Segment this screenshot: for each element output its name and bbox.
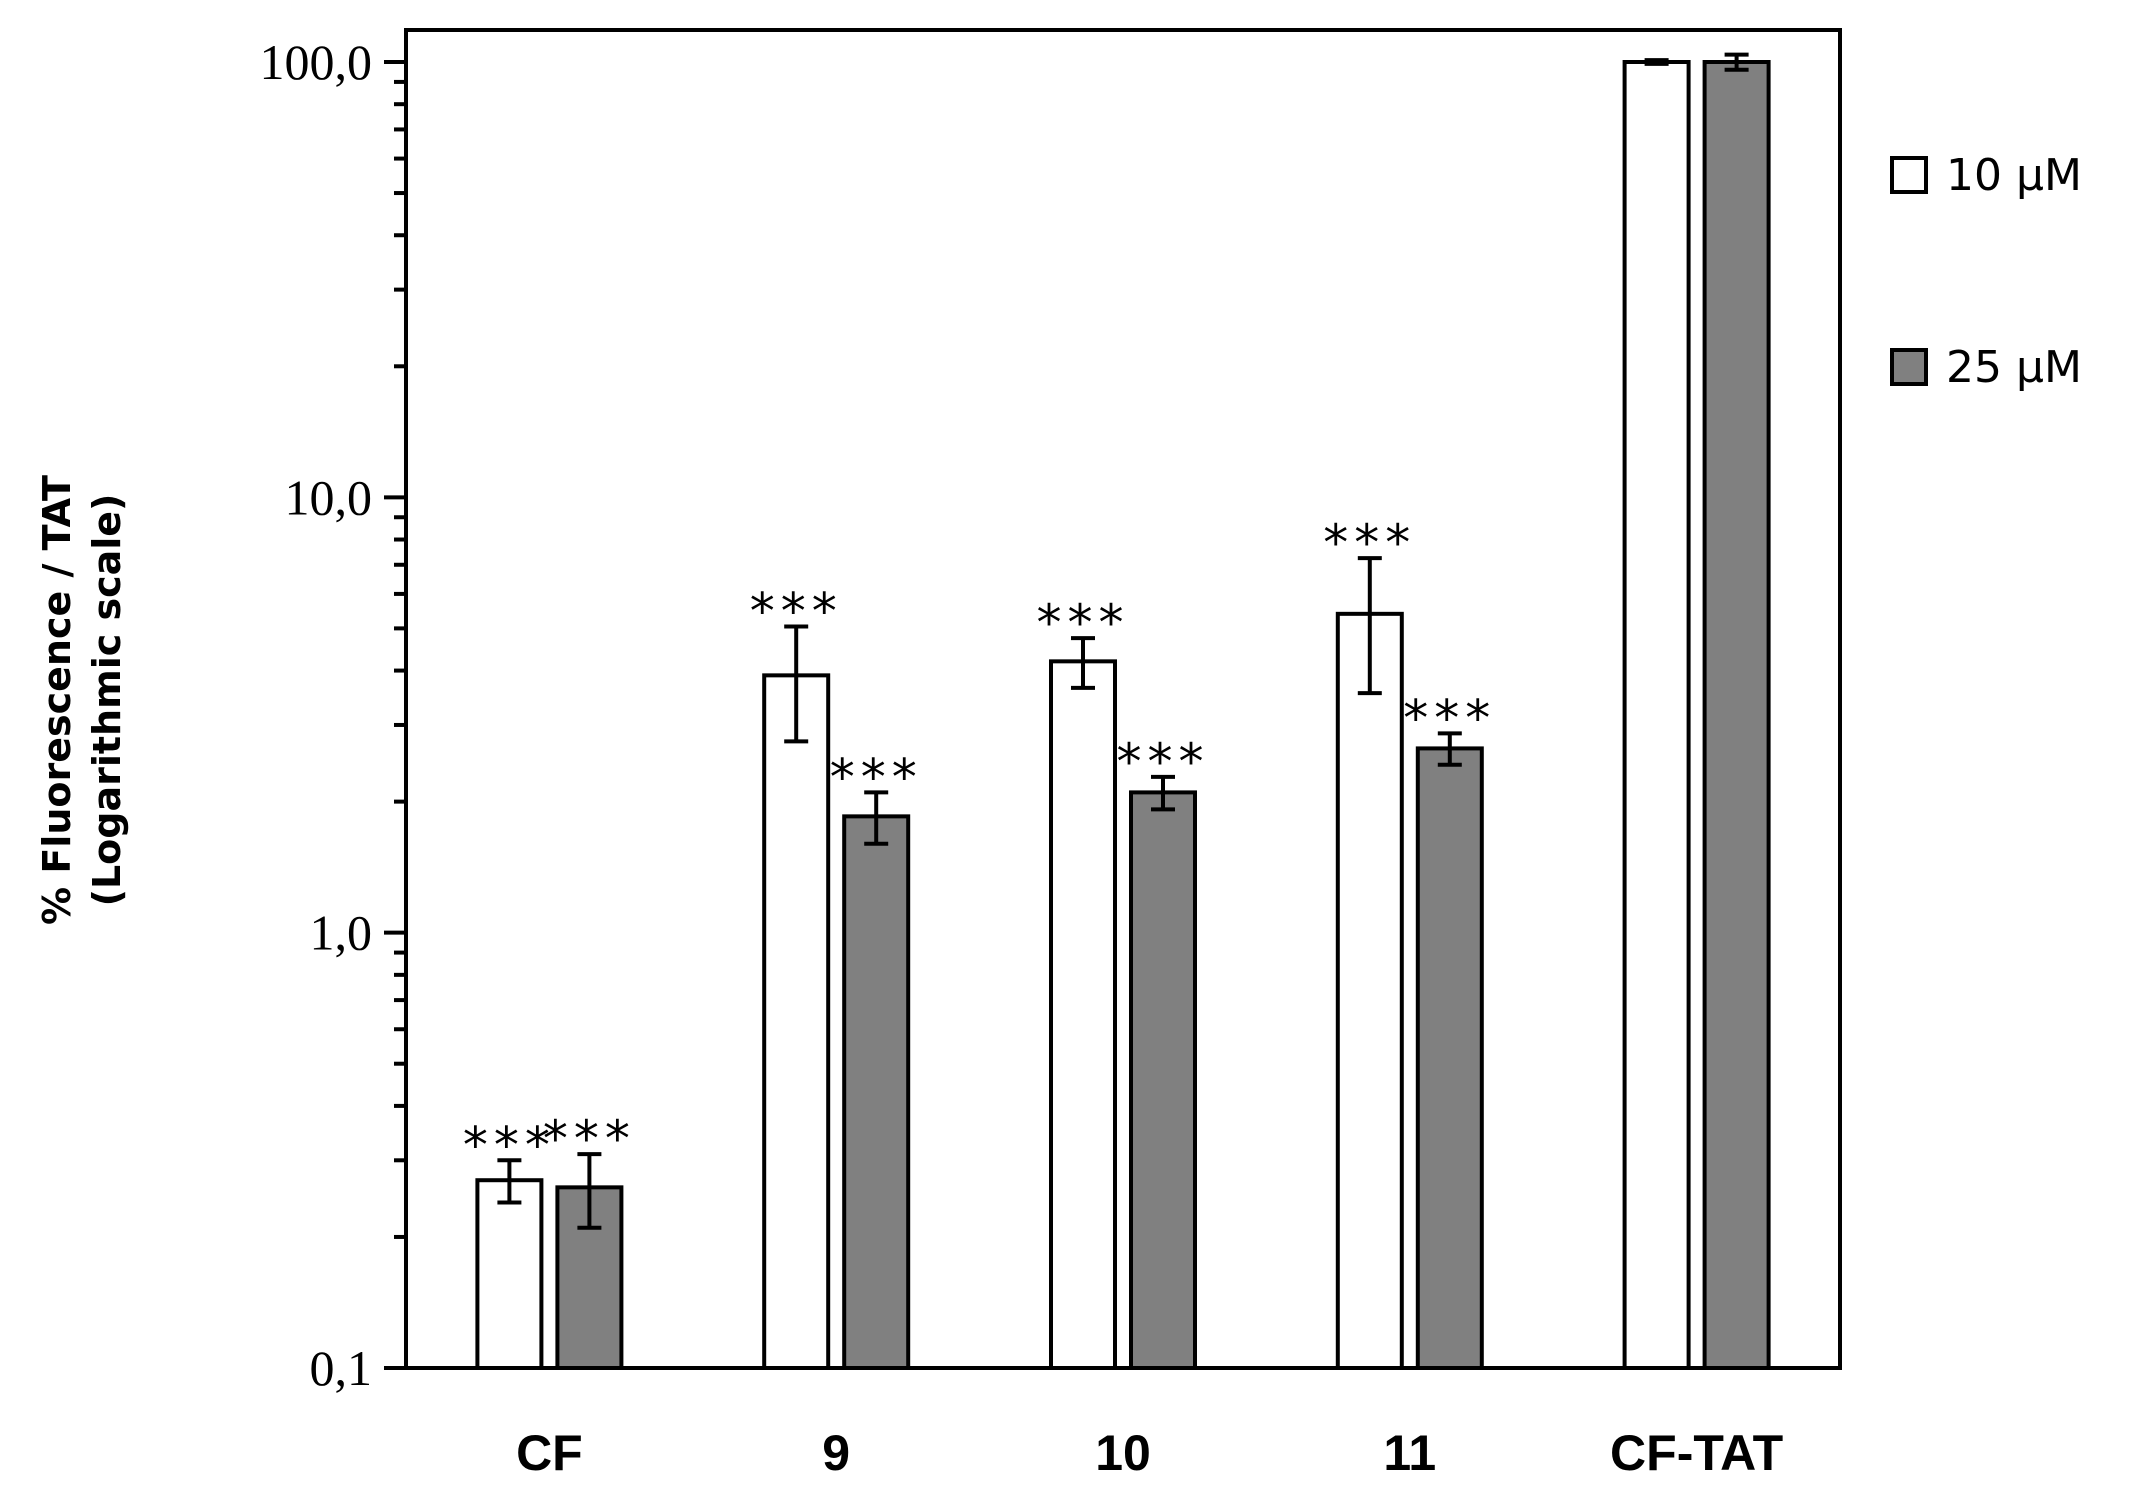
x-axis: CF 9 10 11 CF-TAT xyxy=(516,1425,1783,1481)
bar xyxy=(1049,659,1117,1370)
y-tick-label: 1,0 xyxy=(310,905,373,961)
significance-marker: *** xyxy=(1037,594,1130,652)
bar xyxy=(762,673,831,1370)
bar xyxy=(1702,60,1771,1370)
x-category-label: CF-TAT xyxy=(1610,1425,1783,1481)
bar xyxy=(1335,611,1404,1370)
y-tick-label: 10,0 xyxy=(285,469,373,525)
bar xyxy=(475,1178,544,1371)
x-category-label: 11 xyxy=(1383,1425,1436,1481)
significance-marker: *** xyxy=(750,583,843,641)
y-tick-label: 0,1 xyxy=(310,1340,373,1396)
plot-area xyxy=(404,28,1842,1370)
x-category-label: 10 xyxy=(1095,1425,1151,1481)
significance-marker: *** xyxy=(1403,689,1496,747)
y-axis: 0,1 1,0 10,0 100,0 xyxy=(260,34,406,1396)
x-category-label: CF xyxy=(516,1425,583,1481)
bars-layer xyxy=(475,60,1771,1371)
bar xyxy=(1622,60,1691,1370)
bar xyxy=(1415,746,1484,1370)
legend-label-10um: 10 µM xyxy=(1946,150,2082,201)
significance-marker: *** xyxy=(830,748,923,806)
significance-marker: *** xyxy=(1323,514,1416,572)
x-category-label: 9 xyxy=(822,1425,850,1481)
legend-swatch-10um xyxy=(1890,156,1928,194)
legend-label-25um: 25 µM xyxy=(1946,342,2082,393)
y-tick-label: 100,0 xyxy=(260,34,373,90)
y-axis-title-line1: % Fluorescence / TAT xyxy=(35,475,79,925)
y-axis-title: % Fluorescence / TAT (Logarithmic scale) xyxy=(35,475,129,925)
bar xyxy=(1129,790,1197,1370)
y-axis-title-line2: (Logarithmic scale) xyxy=(85,494,129,907)
significance-marker: *** xyxy=(463,1116,556,1174)
error-bars-layer xyxy=(497,52,1749,1230)
significance-marker: *** xyxy=(543,1110,636,1168)
legend: 10 µM 25 µM xyxy=(1890,150,2082,393)
significance-layer: ************************ xyxy=(463,514,1496,1174)
legend-swatch-25um xyxy=(1890,348,1928,386)
bar xyxy=(842,814,911,1370)
significance-marker: *** xyxy=(1117,733,1210,791)
